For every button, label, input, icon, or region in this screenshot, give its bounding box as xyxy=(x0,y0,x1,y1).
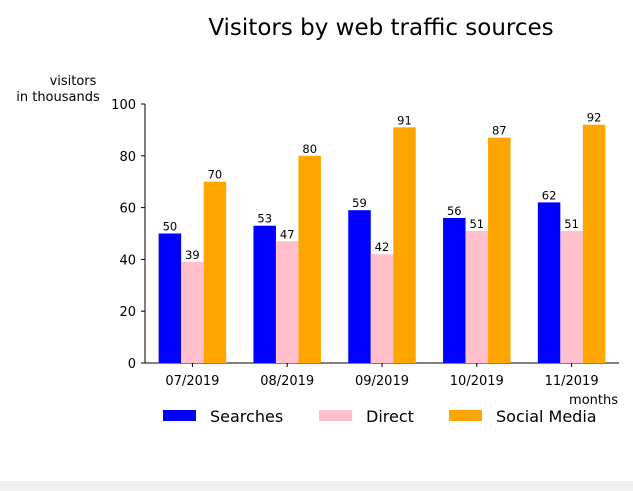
data-label-direct-2: 42 xyxy=(375,240,390,254)
x-tick-label-4: 11/2019 xyxy=(545,374,599,389)
legend-label-searches: Searches xyxy=(210,407,283,426)
bar-searches-2 xyxy=(348,210,371,363)
bar-searches-1 xyxy=(253,225,276,363)
y-axis-label-line-1: visitors xyxy=(50,74,97,89)
plot-area: 0 20 40 60 80 100 07/2019 50 39 70 08/2019 53 47 80 09… xyxy=(111,98,619,389)
data-label-searches-0: 50 xyxy=(163,220,178,234)
x-axis-label: months xyxy=(569,393,618,408)
data-label-social-media-0: 70 xyxy=(208,168,223,182)
bar-direct-4 xyxy=(560,230,583,363)
bar-social-media-3 xyxy=(488,137,511,363)
y-tick-label-40: 40 xyxy=(119,253,136,268)
x-tick-label-0: 07/2019 xyxy=(165,374,219,389)
legend-swatch-social-media xyxy=(449,410,482,421)
bar-searches-4 xyxy=(537,202,561,363)
bar-social-media-2 xyxy=(393,127,416,363)
bar-direct-3 xyxy=(465,230,489,363)
data-label-searches-3: 56 xyxy=(447,204,462,218)
bar-social-media-1 xyxy=(298,155,321,363)
legend-swatch-direct xyxy=(319,410,352,421)
y-tick-label-20: 20 xyxy=(119,305,136,320)
y-tick-label-80: 80 xyxy=(119,150,136,165)
bar-social-media-4 xyxy=(582,124,606,363)
data-label-direct-1: 47 xyxy=(280,227,295,241)
bar-searches-3 xyxy=(443,217,466,363)
bottom-strip xyxy=(0,481,633,491)
legend: Searches Direct Social Media xyxy=(163,407,597,426)
x-tick-label-2: 09/2019 xyxy=(355,374,409,389)
data-label-searches-1: 53 xyxy=(257,212,272,226)
data-label-searches-2: 59 xyxy=(352,196,367,210)
y-tick-label-0: 0 xyxy=(128,357,136,372)
data-label-social-media-2: 91 xyxy=(397,113,412,127)
data-label-direct-4: 51 xyxy=(564,217,579,231)
x-tick-label-1: 08/2019 xyxy=(260,374,314,389)
bar-searches-0 xyxy=(158,233,182,363)
legend-label-direct: Direct xyxy=(366,407,414,426)
y-tick-label-100: 100 xyxy=(111,98,136,113)
y-axis-label-line-2: in thousands xyxy=(16,90,100,105)
chart-title: Visitors by web traffic sources xyxy=(208,15,553,41)
legend-swatch-searches xyxy=(163,410,196,421)
data-label-direct-0: 39 xyxy=(185,248,200,262)
legend-label-social-media: Social Media xyxy=(496,407,597,426)
bar-direct-1 xyxy=(275,241,299,363)
bar-social-media-0 xyxy=(203,181,227,363)
bar-direct-0 xyxy=(181,261,204,363)
data-label-searches-4: 62 xyxy=(542,188,557,202)
data-label-direct-3: 51 xyxy=(469,217,484,231)
y-tick-label-60: 60 xyxy=(119,202,136,217)
bar-chart: Visitors by web traffic sources visitors… xyxy=(16,15,619,426)
data-label-social-media-4: 92 xyxy=(587,111,602,125)
x-tick-label-3: 10/2019 xyxy=(450,374,504,389)
data-label-social-media-1: 80 xyxy=(302,142,317,156)
data-label-social-media-3: 87 xyxy=(492,124,507,138)
bar-direct-2 xyxy=(370,254,394,363)
